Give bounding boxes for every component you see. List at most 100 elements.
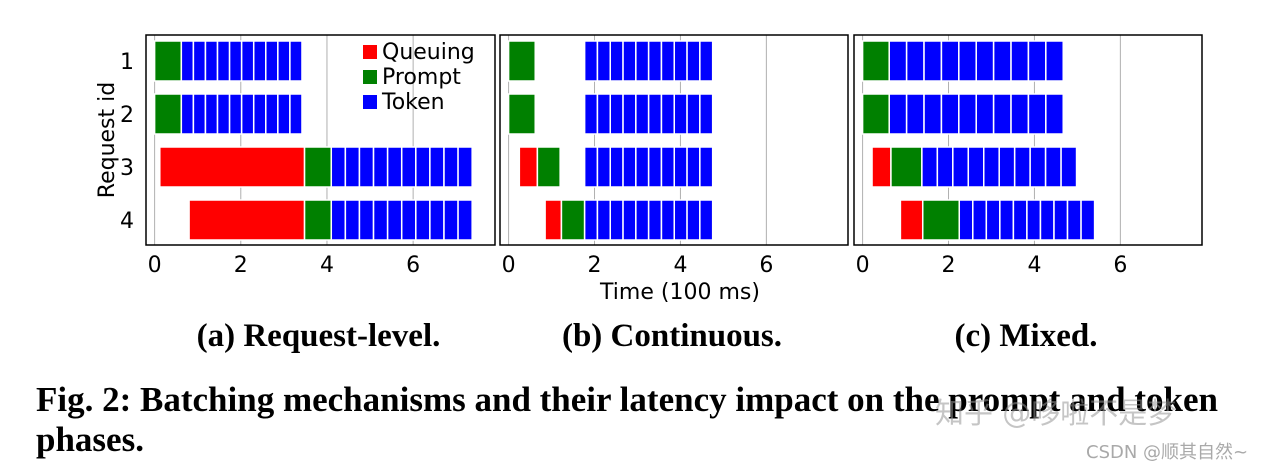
token-segment-bar — [583, 199, 599, 241]
token-segment-bar — [1027, 93, 1047, 135]
token-segment-bar — [923, 93, 943, 135]
legend-swatch — [363, 45, 377, 59]
token-segment-bar — [660, 199, 676, 241]
token-segment-bar — [686, 40, 701, 82]
prompt-segment-bar — [153, 93, 183, 135]
token-segment-bar — [660, 40, 676, 82]
token-segment-bar — [699, 40, 714, 82]
token-segment-bar — [1053, 199, 1069, 241]
queuing-segment-bar — [188, 199, 306, 241]
token-segment-bar — [622, 199, 637, 241]
token-segment-bar — [660, 93, 676, 135]
token-segment-bar — [992, 93, 1012, 135]
token-segment-bar — [686, 93, 701, 135]
x-tick-label: 2 — [234, 253, 248, 278]
token-segment-bar — [289, 93, 303, 135]
token-segment-bar — [180, 40, 195, 82]
token-segment-bar — [596, 40, 611, 82]
token-segment-bar — [228, 40, 243, 82]
token-segment-bar — [673, 93, 688, 135]
token-segment-bar — [992, 40, 1012, 82]
token-segment-bar — [647, 199, 663, 241]
prompt-segment-bar — [153, 40, 183, 82]
token-segment-bar — [443, 146, 459, 188]
token-segment-bar — [958, 93, 977, 135]
token-segment-bar — [344, 146, 361, 188]
y-tick-label: 3 — [120, 156, 134, 181]
token-segment-bar — [660, 146, 676, 188]
token-segment-bar — [583, 40, 599, 82]
token-segment-bar — [622, 146, 637, 188]
token-segment-bar — [192, 93, 207, 135]
token-segment-bar — [647, 146, 663, 188]
token-segment-bar — [958, 199, 974, 241]
queuing-segment-bar — [544, 199, 563, 241]
token-segment-bar — [985, 199, 1001, 241]
token-segment-bar — [596, 199, 611, 241]
token-segment-bar — [686, 199, 701, 241]
token-segment-bar — [940, 93, 960, 135]
token-segment-bar — [1027, 40, 1047, 82]
token-segment-bar — [699, 93, 714, 135]
token-segment-bar — [982, 146, 1000, 188]
token-segment-bar — [386, 199, 403, 241]
x-tick-label: 6 — [1113, 253, 1127, 278]
token-segment-bar — [921, 146, 939, 188]
prompt-segment-bar — [560, 199, 586, 241]
y-tick-label: 4 — [120, 209, 134, 234]
token-segment-bar — [1010, 40, 1030, 82]
token-segment-bar — [635, 40, 650, 82]
token-segment-bar — [1012, 199, 1028, 241]
token-segment-bar — [429, 146, 445, 188]
token-segment-bar — [443, 199, 459, 241]
x-tick-label: 0 — [502, 253, 516, 278]
token-segment-bar — [583, 146, 599, 188]
x-axis-label: Time (100 ms) — [599, 280, 760, 305]
token-segment-bar — [905, 93, 925, 135]
prompt-segment-bar — [303, 146, 333, 188]
x-tick-label: 4 — [1027, 253, 1041, 278]
token-segment-bar — [999, 199, 1015, 241]
token-segment-bar — [277, 40, 291, 82]
token-segment-bar — [635, 199, 650, 241]
token-segment-bar — [609, 199, 624, 241]
token-segment-bar — [952, 146, 970, 188]
panel-subtitle: (c) Mixed. — [955, 318, 1098, 354]
prompt-segment-bar — [921, 199, 961, 241]
token-segment-bar — [1026, 199, 1042, 241]
prompt-segment-bar — [861, 93, 890, 135]
token-segment-bar — [1010, 93, 1030, 135]
token-segment-bar — [635, 146, 650, 188]
token-segment-bar — [1044, 146, 1062, 188]
queuing-segment-bar — [159, 146, 306, 188]
token-segment-bar — [673, 146, 688, 188]
x-tick-label: 0 — [148, 253, 162, 278]
token-segment-bar — [228, 93, 243, 135]
panel-frame — [853, 34, 1203, 246]
queuing-segment-bar — [871, 146, 892, 188]
x-tick-label: 2 — [588, 253, 602, 278]
token-segment-bar — [180, 93, 195, 135]
token-segment-bar — [583, 93, 599, 135]
token-segment-bar — [622, 93, 637, 135]
token-segment-bar — [888, 93, 908, 135]
token-segment-bar — [888, 40, 908, 82]
prompt-segment-bar — [303, 199, 333, 241]
figure-caption: Fig. 2: Batching mechanisms and their la… — [36, 380, 1218, 459]
legend-label: Token — [381, 90, 445, 115]
token-segment-bar — [609, 146, 624, 188]
token-segment-bar — [699, 146, 714, 188]
legend-swatch — [363, 70, 377, 84]
token-segment-bar — [1045, 93, 1064, 135]
token-segment-bar — [975, 93, 995, 135]
token-segment-bar — [967, 146, 985, 188]
prompt-segment-bar — [861, 40, 890, 82]
token-segment-bar — [596, 146, 611, 188]
token-segment-bar — [673, 40, 688, 82]
token-segment-bar — [1066, 199, 1082, 241]
token-segment-bar — [457, 146, 473, 188]
token-segment-bar — [400, 199, 417, 241]
panel-frame — [145, 34, 496, 246]
token-segment-bar — [673, 199, 688, 241]
